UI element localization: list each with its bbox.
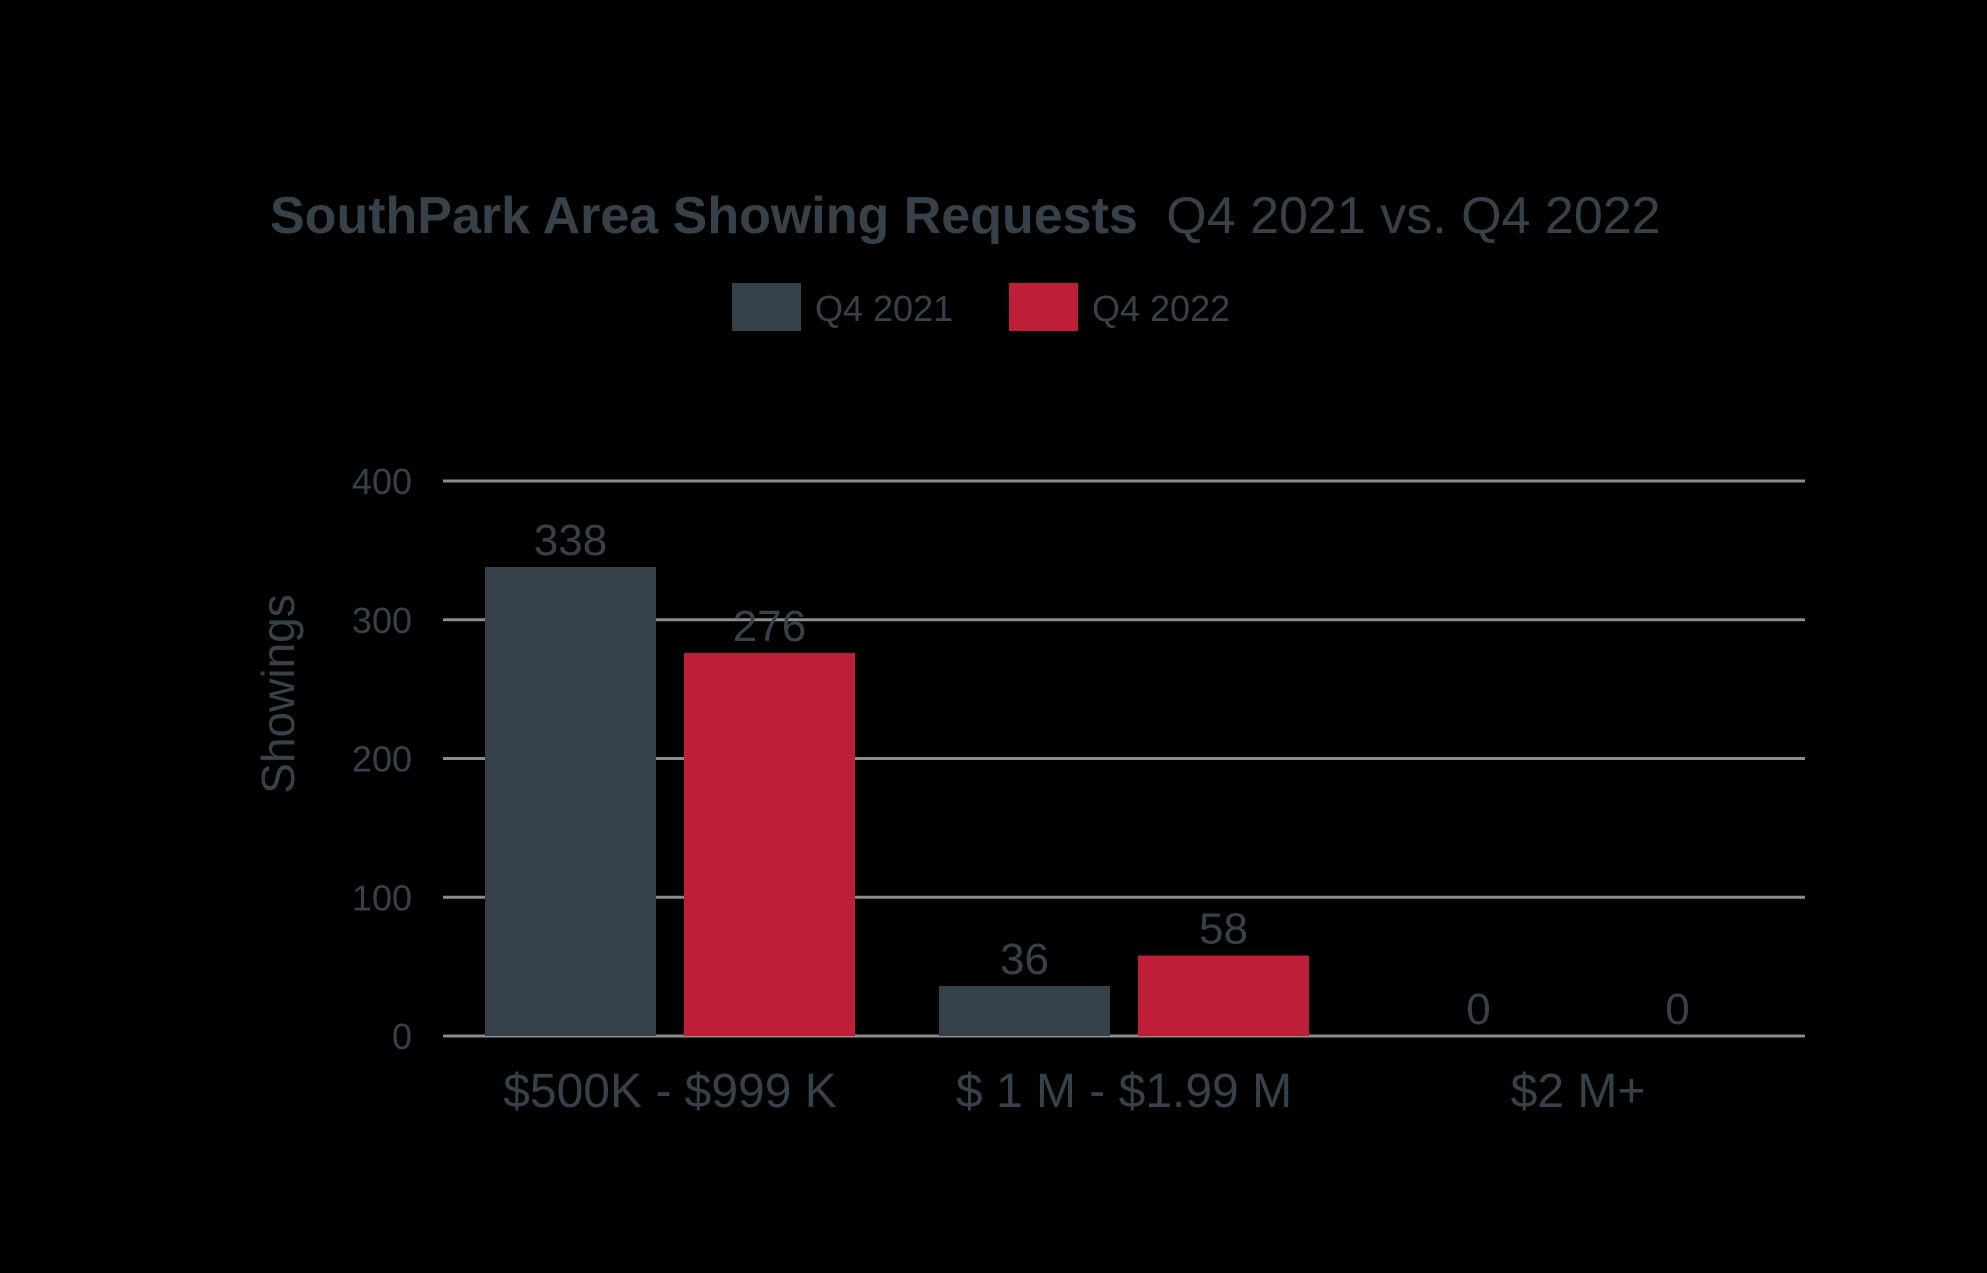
- bar: [684, 653, 855, 1036]
- data-label: 276: [733, 602, 806, 651]
- x-axis-ticks: $500K - $999 K $ 1 M - $1.99 M $2 M+: [503, 1065, 1645, 1118]
- y-tick-label: 100: [352, 877, 412, 918]
- y-tick-label: 300: [352, 600, 412, 641]
- legend-swatch: [732, 283, 801, 331]
- data-label: 0: [1665, 985, 1689, 1034]
- legend-swatch: [1009, 283, 1078, 331]
- y-tick-label: 400: [352, 461, 412, 502]
- data-label: 58: [1199, 905, 1248, 954]
- bar: [1138, 955, 1309, 1036]
- y-tick-label: 0: [392, 1016, 412, 1057]
- legend-label: Q4 2022: [1092, 288, 1230, 329]
- bar: [939, 986, 1110, 1036]
- y-axis-ticks: 0 100 200 300 400: [352, 461, 412, 1057]
- x-tick-label: $500K - $999 K: [503, 1065, 837, 1118]
- bar: [485, 567, 656, 1036]
- data-label: 0: [1466, 985, 1490, 1034]
- chart-title-rest: Q4 2021 vs. Q4 2022: [1166, 187, 1660, 245]
- legend-label: Q4 2021: [815, 288, 953, 329]
- data-label: 36: [1000, 935, 1049, 984]
- y-axis-label: Showings: [252, 594, 304, 793]
- x-tick-label: $2 M+: [1511, 1065, 1646, 1118]
- chart-title-bold: SouthPark Area Showing Requests: [270, 187, 1138, 245]
- value-labels: 338 276 36 58 0 0: [534, 516, 1690, 1034]
- bars: [485, 567, 1309, 1036]
- x-tick-label: $ 1 M - $1.99 M: [956, 1065, 1292, 1118]
- data-label: 338: [534, 516, 607, 565]
- y-tick-label: 200: [352, 739, 412, 780]
- chart-title: SouthPark Area Showing Requests Q4 2021 …: [270, 187, 1661, 245]
- legend: Q4 2021 Q4 2022: [732, 283, 1230, 331]
- gridlines: [443, 479, 1805, 1038]
